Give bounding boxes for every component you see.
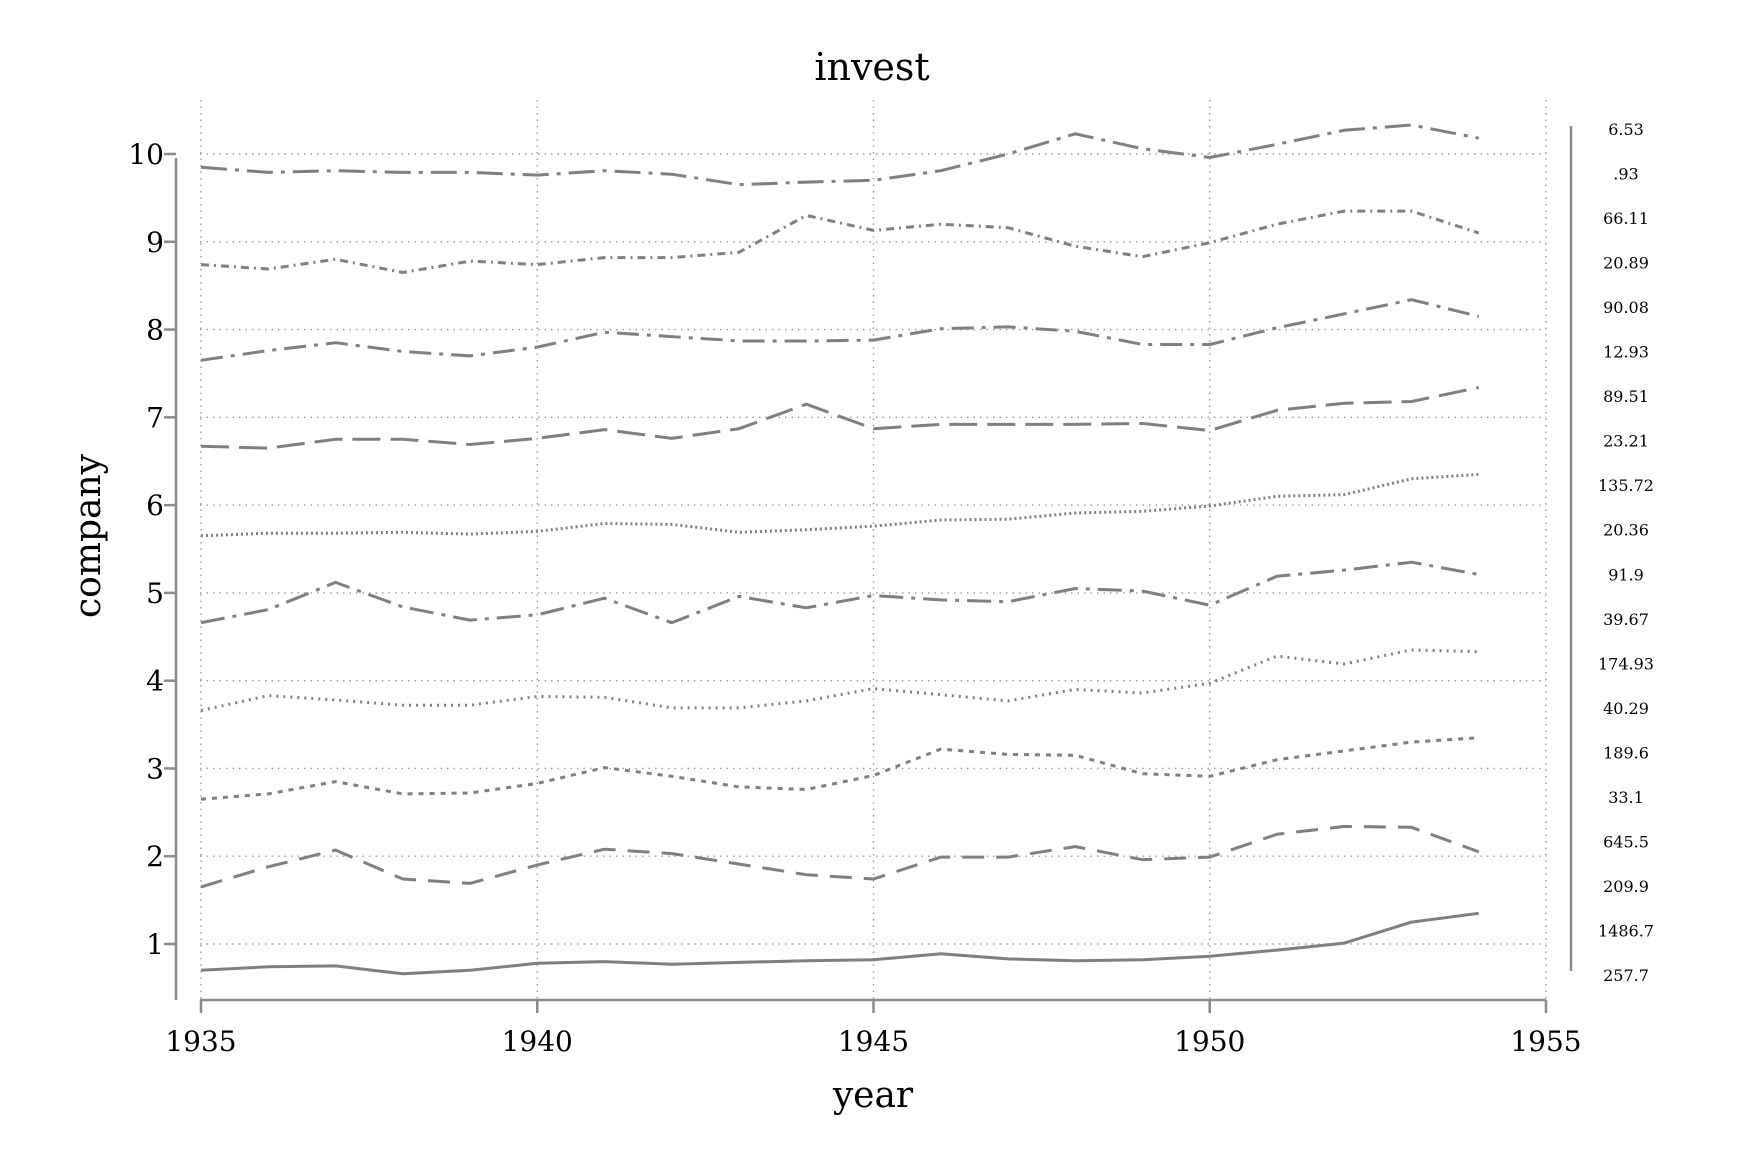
- y-tick-label: 8: [146, 314, 164, 347]
- x-tick-label: 1945: [838, 1025, 909, 1058]
- right-axis-label: 91.9: [1608, 565, 1644, 584]
- x-tick-label: 1940: [502, 1025, 573, 1058]
- grid-lines: [200, 100, 1547, 1000]
- y-tick-label: 1: [146, 928, 164, 961]
- right-axis-label: 135.72: [1598, 476, 1654, 495]
- x-axis-ticks: 1935 1940 1945 1950 1955: [165, 1000, 1582, 1058]
- right-axis-label: 6.53: [1608, 120, 1644, 139]
- y-axis-title: company: [68, 453, 109, 618]
- right-axis-label: 90.08: [1603, 298, 1649, 317]
- series-company-4: [200, 648, 1479, 712]
- series-company-7: [200, 386, 1480, 450]
- y-tick-label: 6: [146, 489, 164, 522]
- right-axis-label: .93: [1613, 165, 1638, 184]
- series-company-9: [200, 209, 1480, 274]
- y-tick-label: 9: [146, 226, 164, 259]
- right-axis-label: 39.67: [1603, 610, 1649, 629]
- x-tick-label: 1950: [1174, 1025, 1245, 1058]
- right-axis-label: 1486.7: [1598, 921, 1654, 940]
- right-axis-labels: 6.53 .93 66.11 20.89 90.08 12.93 89.51 23.21 135…: [1598, 120, 1654, 985]
- series-lines: [200, 123, 1480, 976]
- right-axis-label: 23.21: [1603, 432, 1649, 451]
- right-axis-label: 33.1: [1608, 788, 1644, 807]
- y-tick-label: 10: [128, 138, 164, 171]
- y-tick-label: 2: [146, 840, 164, 873]
- series-company-3: [200, 736, 1479, 801]
- x-axis-title: year: [832, 1075, 914, 1116]
- right-axis-label: 645.5: [1603, 832, 1649, 851]
- series-company-8: [200, 298, 1480, 362]
- right-axis-label: 40.29: [1603, 699, 1649, 718]
- right-axis-label: 12.93: [1603, 343, 1649, 362]
- series-company-6: [200, 472, 1479, 538]
- y-tick-label: 4: [146, 665, 164, 698]
- y-tick-label: 7: [146, 401, 164, 434]
- y-tick-label: 3: [146, 752, 164, 785]
- right-axis-label: 89.51: [1603, 387, 1649, 406]
- series-company-10: [200, 123, 1480, 187]
- right-axis-label: 66.11: [1603, 209, 1649, 228]
- right-axis-label: 189.6: [1603, 743, 1649, 762]
- right-axis-label: 174.93: [1598, 654, 1654, 673]
- series-company-5: [200, 560, 1480, 625]
- x-tick-label: 1955: [1510, 1025, 1581, 1058]
- right-axis-label: 257.7: [1603, 966, 1649, 985]
- series-company-1: [200, 911, 1479, 976]
- series-company-2: [200, 824, 1480, 889]
- right-axis-label: 209.9: [1603, 877, 1649, 896]
- x-tick-label: 1935: [165, 1025, 236, 1058]
- right-axis-label: 20.89: [1603, 254, 1649, 273]
- chart-title: invest: [814, 45, 929, 89]
- y-axis-ticks: 1 2 3 4 5 6 7 8 9 10: [128, 138, 176, 961]
- y-tick-label: 5: [146, 577, 164, 610]
- right-axis-label: 20.36: [1603, 521, 1649, 540]
